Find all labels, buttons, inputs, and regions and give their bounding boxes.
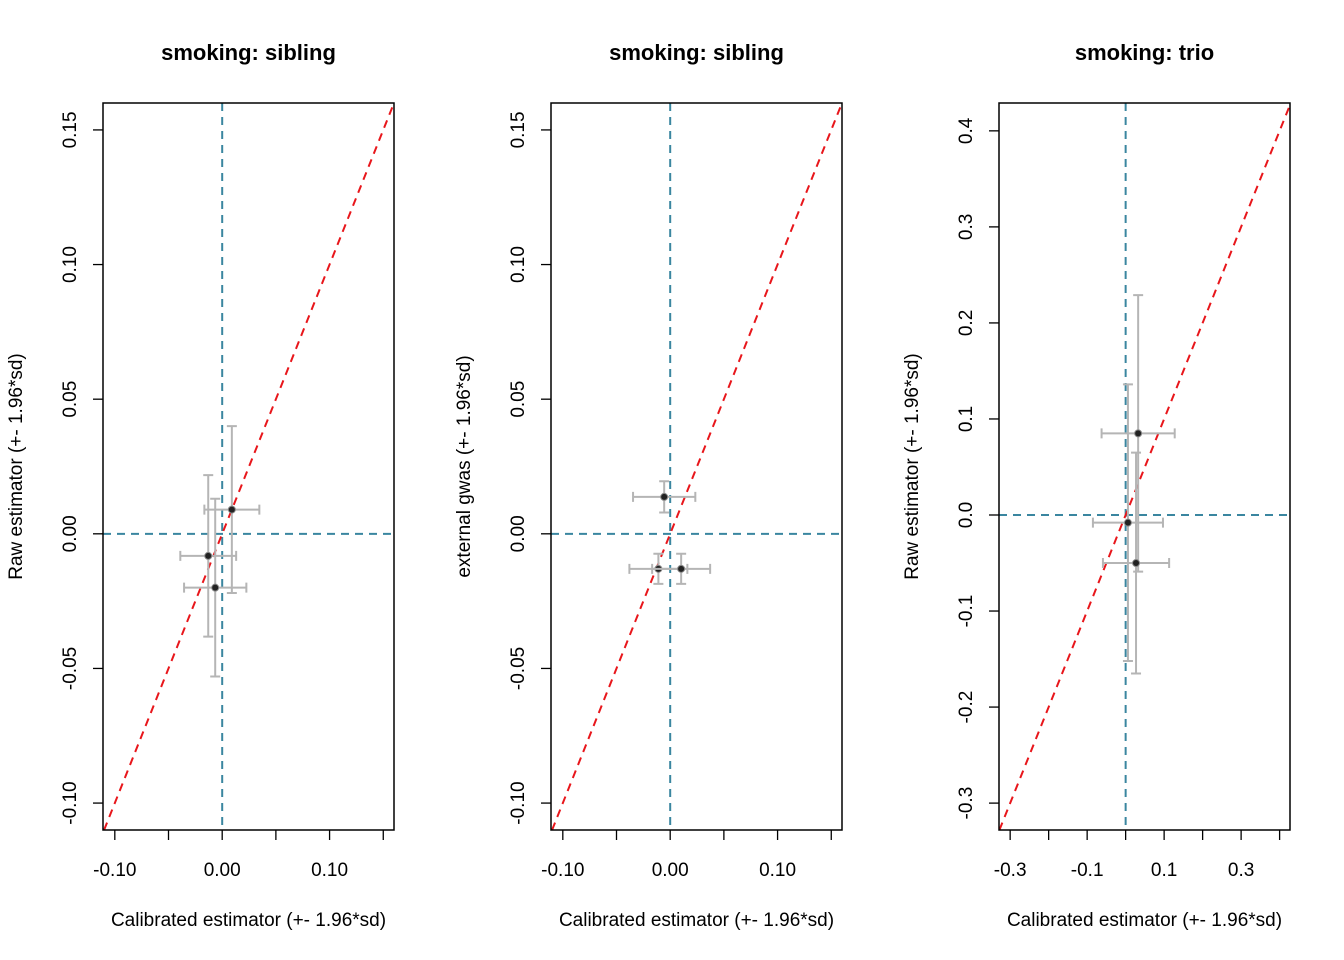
y-tick-label: 0.05 xyxy=(60,381,81,418)
identity-line xyxy=(998,104,1291,831)
x-tick-label: 0.10 xyxy=(311,860,348,881)
point xyxy=(660,492,669,501)
y-tick-label: 0.10 xyxy=(60,246,81,283)
y-tick-label: 0.0 xyxy=(956,502,977,528)
y-tick-label: -0.3 xyxy=(956,787,977,820)
point xyxy=(1134,429,1143,438)
y-tick-label: 0.00 xyxy=(60,515,81,552)
y-tick-label: 0.15 xyxy=(60,111,81,148)
x-tick-label: -0.1 xyxy=(1071,860,1104,881)
y-tick-label: 0.3 xyxy=(956,214,977,240)
x-axis-label: Calibrated estimator (+- 1.96*sd) xyxy=(1007,910,1282,931)
y-tick-label: 0.4 xyxy=(956,117,977,144)
x-tick-label: 0.1 xyxy=(1151,860,1177,881)
y-axis-label: external gwas (+- 1.96*sd) xyxy=(454,355,475,577)
y-tick-label: -0.10 xyxy=(60,781,81,824)
y-tick-label: 0.2 xyxy=(956,310,977,336)
chart-title: smoking: sibling xyxy=(161,40,336,65)
y-tick-label: 0.1 xyxy=(956,406,977,432)
x-axis-label: Calibrated estimator (+- 1.96*sd) xyxy=(111,910,386,931)
point xyxy=(227,505,236,514)
y-tick-label: -0.05 xyxy=(60,647,81,690)
y-axis-label: Raw estimator (+- 1.96*sd) xyxy=(6,353,27,580)
y-tick-label: -0.05 xyxy=(508,647,529,690)
y-tick-label: -0.10 xyxy=(508,781,529,824)
x-tick-label: -0.3 xyxy=(994,860,1027,881)
point xyxy=(677,564,686,573)
x-tick-label: 0.10 xyxy=(759,860,796,881)
identity-line xyxy=(551,102,843,831)
x-tick-label: 0.3 xyxy=(1228,860,1254,881)
x-tick-label: 0.00 xyxy=(652,860,689,881)
y-axis-label: Raw estimator (+- 1.96*sd) xyxy=(902,353,923,580)
identity-line xyxy=(103,102,395,831)
x-tick-label: -0.10 xyxy=(93,860,136,881)
plot-frame xyxy=(998,102,1291,831)
x-tick-label: -0.10 xyxy=(541,860,584,881)
point xyxy=(211,583,220,592)
chart-title: smoking: sibling xyxy=(609,40,784,65)
x-axis-label: Calibrated estimator (+- 1.96*sd) xyxy=(559,910,834,931)
x-tick-label: 0.00 xyxy=(204,860,241,881)
point xyxy=(204,551,213,560)
y-tick-label: 0.05 xyxy=(508,381,529,418)
y-tick-label: -0.2 xyxy=(956,691,977,724)
point xyxy=(1123,518,1132,527)
chart-title: smoking: trio xyxy=(1075,40,1214,65)
y-tick-label: 0.10 xyxy=(508,246,529,283)
y-tick-label: 0.00 xyxy=(508,515,529,552)
plot-frame xyxy=(102,102,395,831)
plot-frame xyxy=(550,102,843,831)
y-tick-label: 0.15 xyxy=(508,111,529,148)
point xyxy=(1132,559,1141,568)
y-tick-label: -0.1 xyxy=(956,595,977,628)
